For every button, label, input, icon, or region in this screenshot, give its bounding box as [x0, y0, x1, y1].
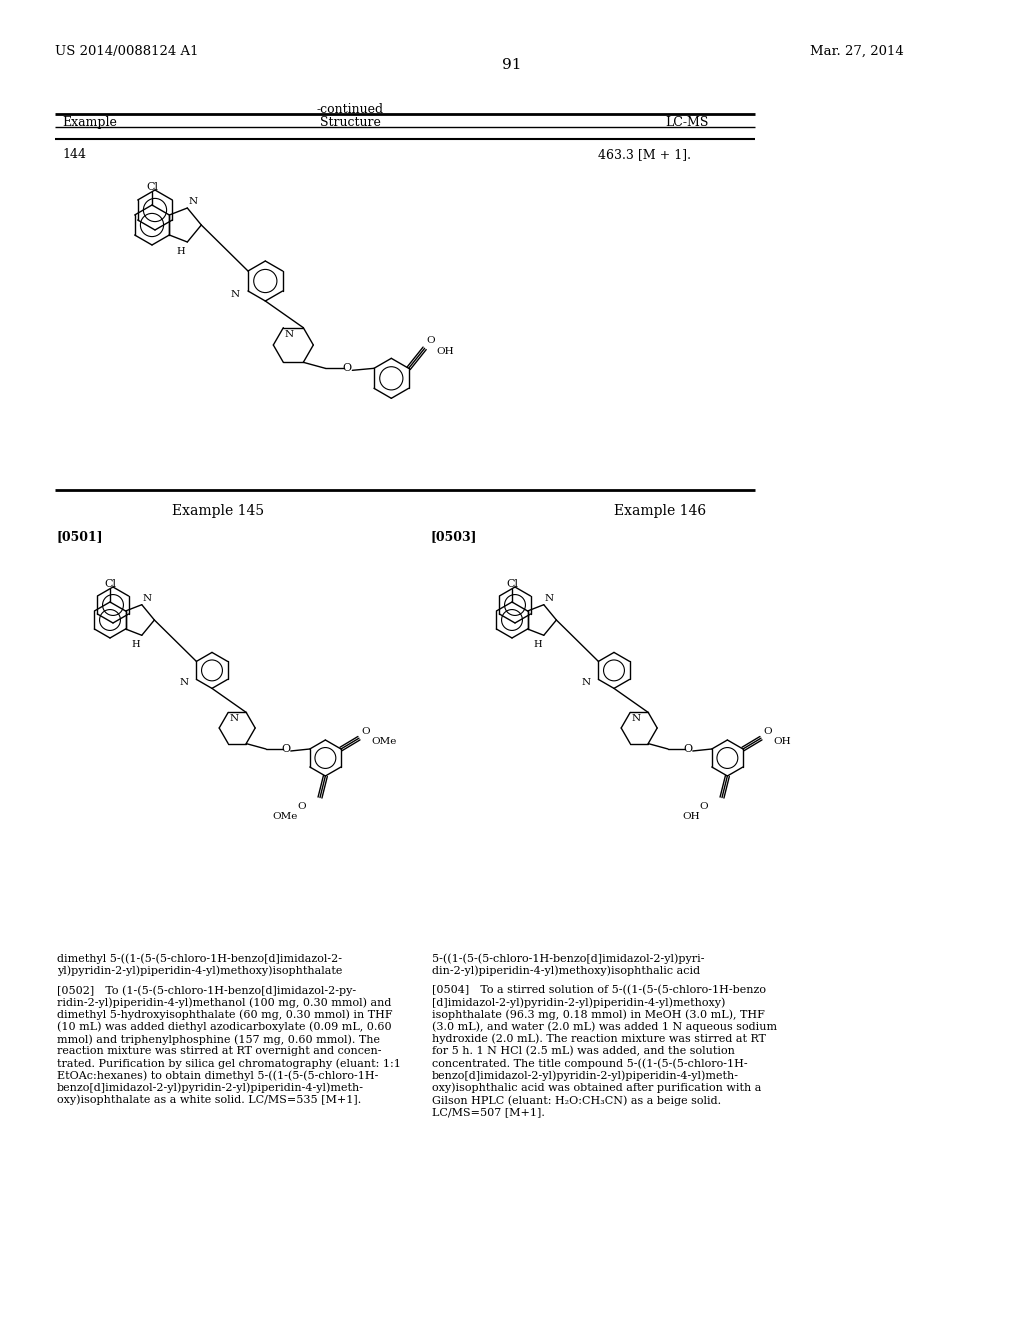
Text: OH: OH: [436, 347, 455, 356]
Text: Cl: Cl: [104, 579, 116, 589]
Text: US 2014/0088124 A1: US 2014/0088124 A1: [55, 45, 199, 58]
Text: N: N: [230, 290, 240, 300]
Text: N: N: [582, 678, 591, 688]
Text: O: O: [763, 727, 772, 737]
Text: dimethyl 5-((1-(5-(5-chloro-1H-benzo[d]imidazol-2-
yl)pyridin-2-yl)piperidin-4-y: dimethyl 5-((1-(5-(5-chloro-1H-benzo[d]i…: [57, 953, 342, 975]
Text: OMe: OMe: [371, 737, 396, 746]
Text: O: O: [683, 744, 692, 754]
Text: [0501]: [0501]: [57, 531, 103, 543]
Text: N: N: [285, 330, 294, 339]
Text: 463.3 [M + 1].: 463.3 [M + 1].: [598, 148, 691, 161]
Text: 5-((1-(5-(5-chloro-1H-benzo[d]imidazol-2-yl)pyri-
din-2-yl)piperidin-4-yl)methox: 5-((1-(5-(5-chloro-1H-benzo[d]imidazol-2…: [432, 953, 705, 975]
Text: 144: 144: [62, 148, 86, 161]
Text: O: O: [282, 744, 291, 754]
Text: N: N: [631, 714, 640, 723]
Text: LC-MS: LC-MS: [665, 116, 709, 129]
Text: 91: 91: [502, 58, 522, 73]
Text: H: H: [131, 640, 140, 649]
Text: O: O: [699, 801, 708, 810]
Text: OMe: OMe: [272, 812, 298, 821]
Text: N: N: [545, 594, 554, 603]
Text: O: O: [361, 727, 370, 737]
Text: Structure: Structure: [319, 116, 381, 129]
Text: N: N: [188, 197, 198, 206]
Text: -continued: -continued: [316, 103, 384, 116]
Text: [0504] To a stirred solution of 5-((1-(5-(5-chloro-1H-benzo
[d]imidazol-2-yl)pyr: [0504] To a stirred solution of 5-((1-(5…: [432, 985, 777, 1117]
Text: O: O: [343, 363, 352, 374]
Text: OH: OH: [682, 812, 700, 821]
Text: [0503]: [0503]: [430, 531, 476, 543]
Text: Mar. 27, 2014: Mar. 27, 2014: [810, 45, 904, 58]
Text: O: O: [297, 801, 306, 810]
Text: H: H: [177, 247, 185, 256]
Text: Example 145: Example 145: [172, 504, 264, 517]
Text: H: H: [534, 640, 542, 649]
Text: Cl: Cl: [506, 579, 518, 589]
Text: N: N: [179, 678, 188, 688]
Text: N: N: [142, 594, 152, 603]
Text: Cl: Cl: [146, 182, 158, 191]
Text: Example: Example: [62, 116, 117, 129]
Text: [0502] To (1-(5-(5-chloro-1H-benzo[d]imidazol-2-py-
ridin-2-yl)piperidin-4-yl)me: [0502] To (1-(5-(5-chloro-1H-benzo[d]imi…: [57, 985, 400, 1105]
Text: O: O: [427, 337, 435, 346]
Text: OH: OH: [773, 737, 791, 746]
Text: N: N: [229, 714, 239, 723]
Text: Example 146: Example 146: [614, 504, 707, 517]
